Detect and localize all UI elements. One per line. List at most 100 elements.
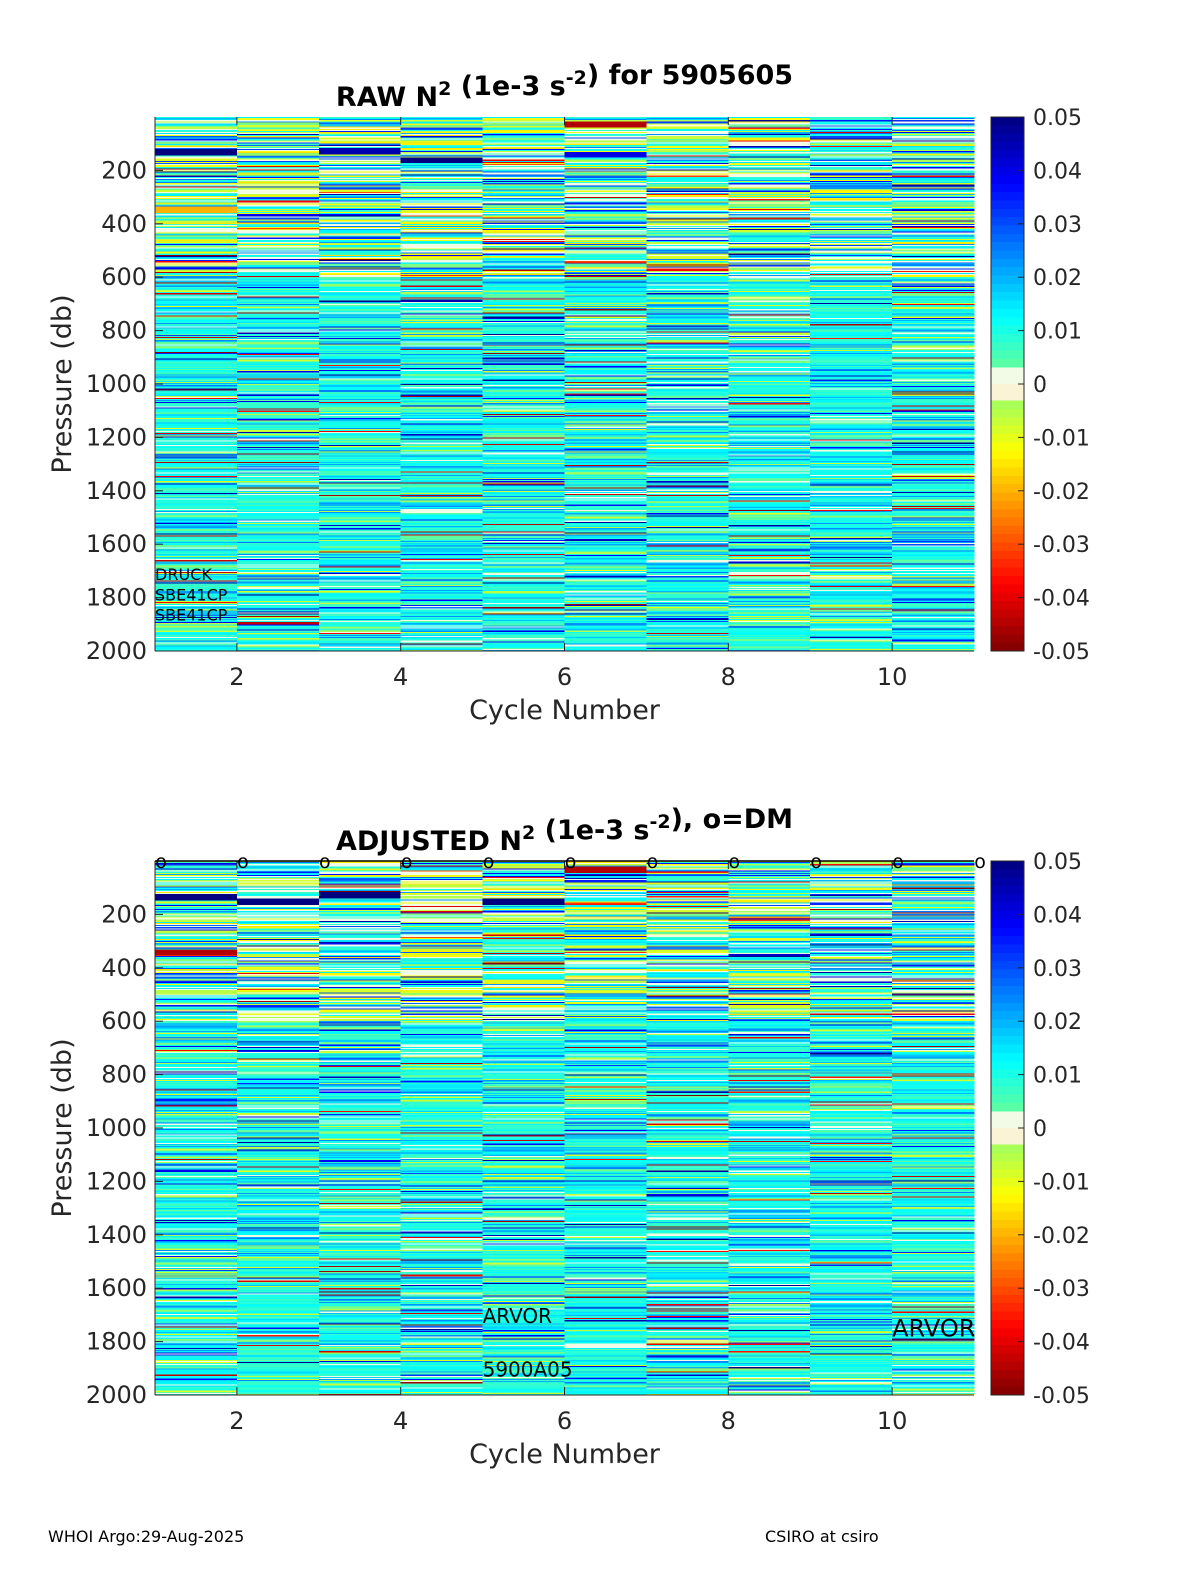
heatmap-cell — [400, 568, 484, 571]
heatmap-cell — [892, 479, 975, 481]
heatmap-cell — [810, 606, 893, 608]
heatmap-cell — [155, 565, 238, 567]
heatmap-cell — [482, 614, 565, 617]
heatmap-cell — [564, 125, 647, 127]
heatmap-cell — [564, 140, 647, 142]
heatmap-cell — [646, 145, 729, 148]
heatmap-cell — [564, 123, 647, 125]
heatmap-cell — [318, 328, 402, 330]
heatmap-cell — [892, 402, 975, 404]
heatmap-cell — [236, 485, 320, 487]
heatmap-cell — [810, 494, 893, 496]
heatmap-cell — [646, 522, 729, 525]
heatmap-cell — [564, 630, 647, 633]
heatmap-cell — [318, 574, 402, 576]
heatmap-cell — [892, 295, 975, 297]
heatmap-cell — [482, 411, 565, 414]
heatmap-cell — [810, 255, 893, 258]
heatmap-cell — [400, 243, 484, 245]
heatmap-cell — [892, 156, 975, 158]
heatmap-cell — [646, 318, 729, 321]
heatmap-cell — [646, 544, 729, 546]
heatmap-cell — [400, 322, 484, 324]
heatmap-cell — [728, 598, 811, 601]
heatmap-cell — [728, 138, 811, 140]
heatmap-cell — [318, 193, 402, 196]
heatmap-cell — [728, 318, 811, 321]
heatmap-cell — [810, 530, 893, 532]
heatmap-cell — [892, 134, 975, 136]
heatmap-cell — [564, 251, 647, 253]
heatmap-cell — [482, 505, 565, 508]
heatmap-cell — [646, 570, 729, 573]
heatmap-cell — [728, 121, 811, 123]
heatmap-cell — [646, 151, 729, 153]
heatmap-cell — [646, 500, 729, 502]
heatmap-cell — [400, 309, 484, 311]
heatmap-cell — [482, 264, 565, 266]
heatmap-cell — [564, 375, 647, 377]
heatmap-cell — [728, 471, 811, 473]
heatmap-cell — [236, 341, 320, 343]
heatmap-cell — [400, 627, 484, 629]
heatmap-cell — [810, 228, 893, 230]
heatmap-cell — [400, 592, 484, 594]
heatmap-cell — [646, 612, 729, 614]
heatmap-cell — [482, 610, 565, 612]
heatmap-cell — [564, 457, 647, 460]
heatmap-cell — [482, 350, 565, 353]
heatmap-cell — [155, 398, 238, 401]
heatmap-cell — [236, 299, 320, 301]
heatmap-cell — [564, 545, 647, 547]
heatmap-cell — [646, 385, 729, 387]
heatmap-cell — [236, 615, 320, 618]
heatmap-cell — [728, 620, 811, 622]
heatmap-cell — [564, 334, 647, 337]
heatmap-cell — [646, 326, 729, 328]
heatmap-cell — [646, 611, 729, 613]
heatmap-cell — [318, 475, 402, 478]
heatmap-cell — [482, 360, 565, 362]
heatmap-cell — [892, 463, 975, 465]
heatmap-cell — [892, 496, 975, 498]
heatmap-cell — [892, 365, 975, 368]
heatmap-cell — [728, 369, 811, 371]
heatmap-cell — [482, 123, 565, 125]
heatmap-cell — [400, 623, 484, 625]
heatmap-cell — [646, 532, 729, 534]
heatmap-cell — [892, 416, 975, 418]
heatmap-cell — [564, 266, 647, 268]
heatmap-cell — [564, 221, 647, 224]
heatmap-cell — [564, 343, 647, 345]
heatmap-cell — [155, 137, 238, 139]
heatmap-cell — [810, 434, 893, 436]
heatmap-cell — [646, 639, 729, 641]
heatmap-cell — [810, 561, 893, 563]
heatmap-cell — [810, 334, 893, 337]
heatmap-cell — [564, 263, 647, 265]
heatmap-cell — [400, 643, 484, 645]
heatmap-cell — [155, 359, 238, 361]
heatmap-cell — [564, 465, 647, 467]
heatmap-cell — [728, 265, 811, 267]
heatmap-cell — [646, 286, 729, 289]
heatmap-cell — [564, 290, 647, 292]
heatmap-cell — [482, 311, 565, 313]
heatmap-cell — [728, 240, 811, 243]
heatmap-cell — [892, 623, 975, 625]
heatmap-cell — [810, 647, 893, 650]
heatmap-cell — [236, 304, 320, 307]
heatmap-cell — [892, 229, 975, 231]
heatmap-cell — [318, 529, 402, 531]
heatmap-cell — [155, 214, 238, 216]
heatmap-cell — [400, 455, 484, 457]
heatmap-cell — [646, 486, 729, 488]
heatmap-cell — [646, 521, 729, 524]
heatmap-cell — [236, 282, 320, 284]
heatmap-cell — [236, 266, 320, 268]
heatmap-cell — [155, 447, 238, 449]
heatmap-cell — [646, 169, 729, 171]
heatmap-cell — [646, 595, 729, 597]
heatmap-cell — [810, 482, 893, 484]
heatmap-cell — [810, 594, 893, 596]
